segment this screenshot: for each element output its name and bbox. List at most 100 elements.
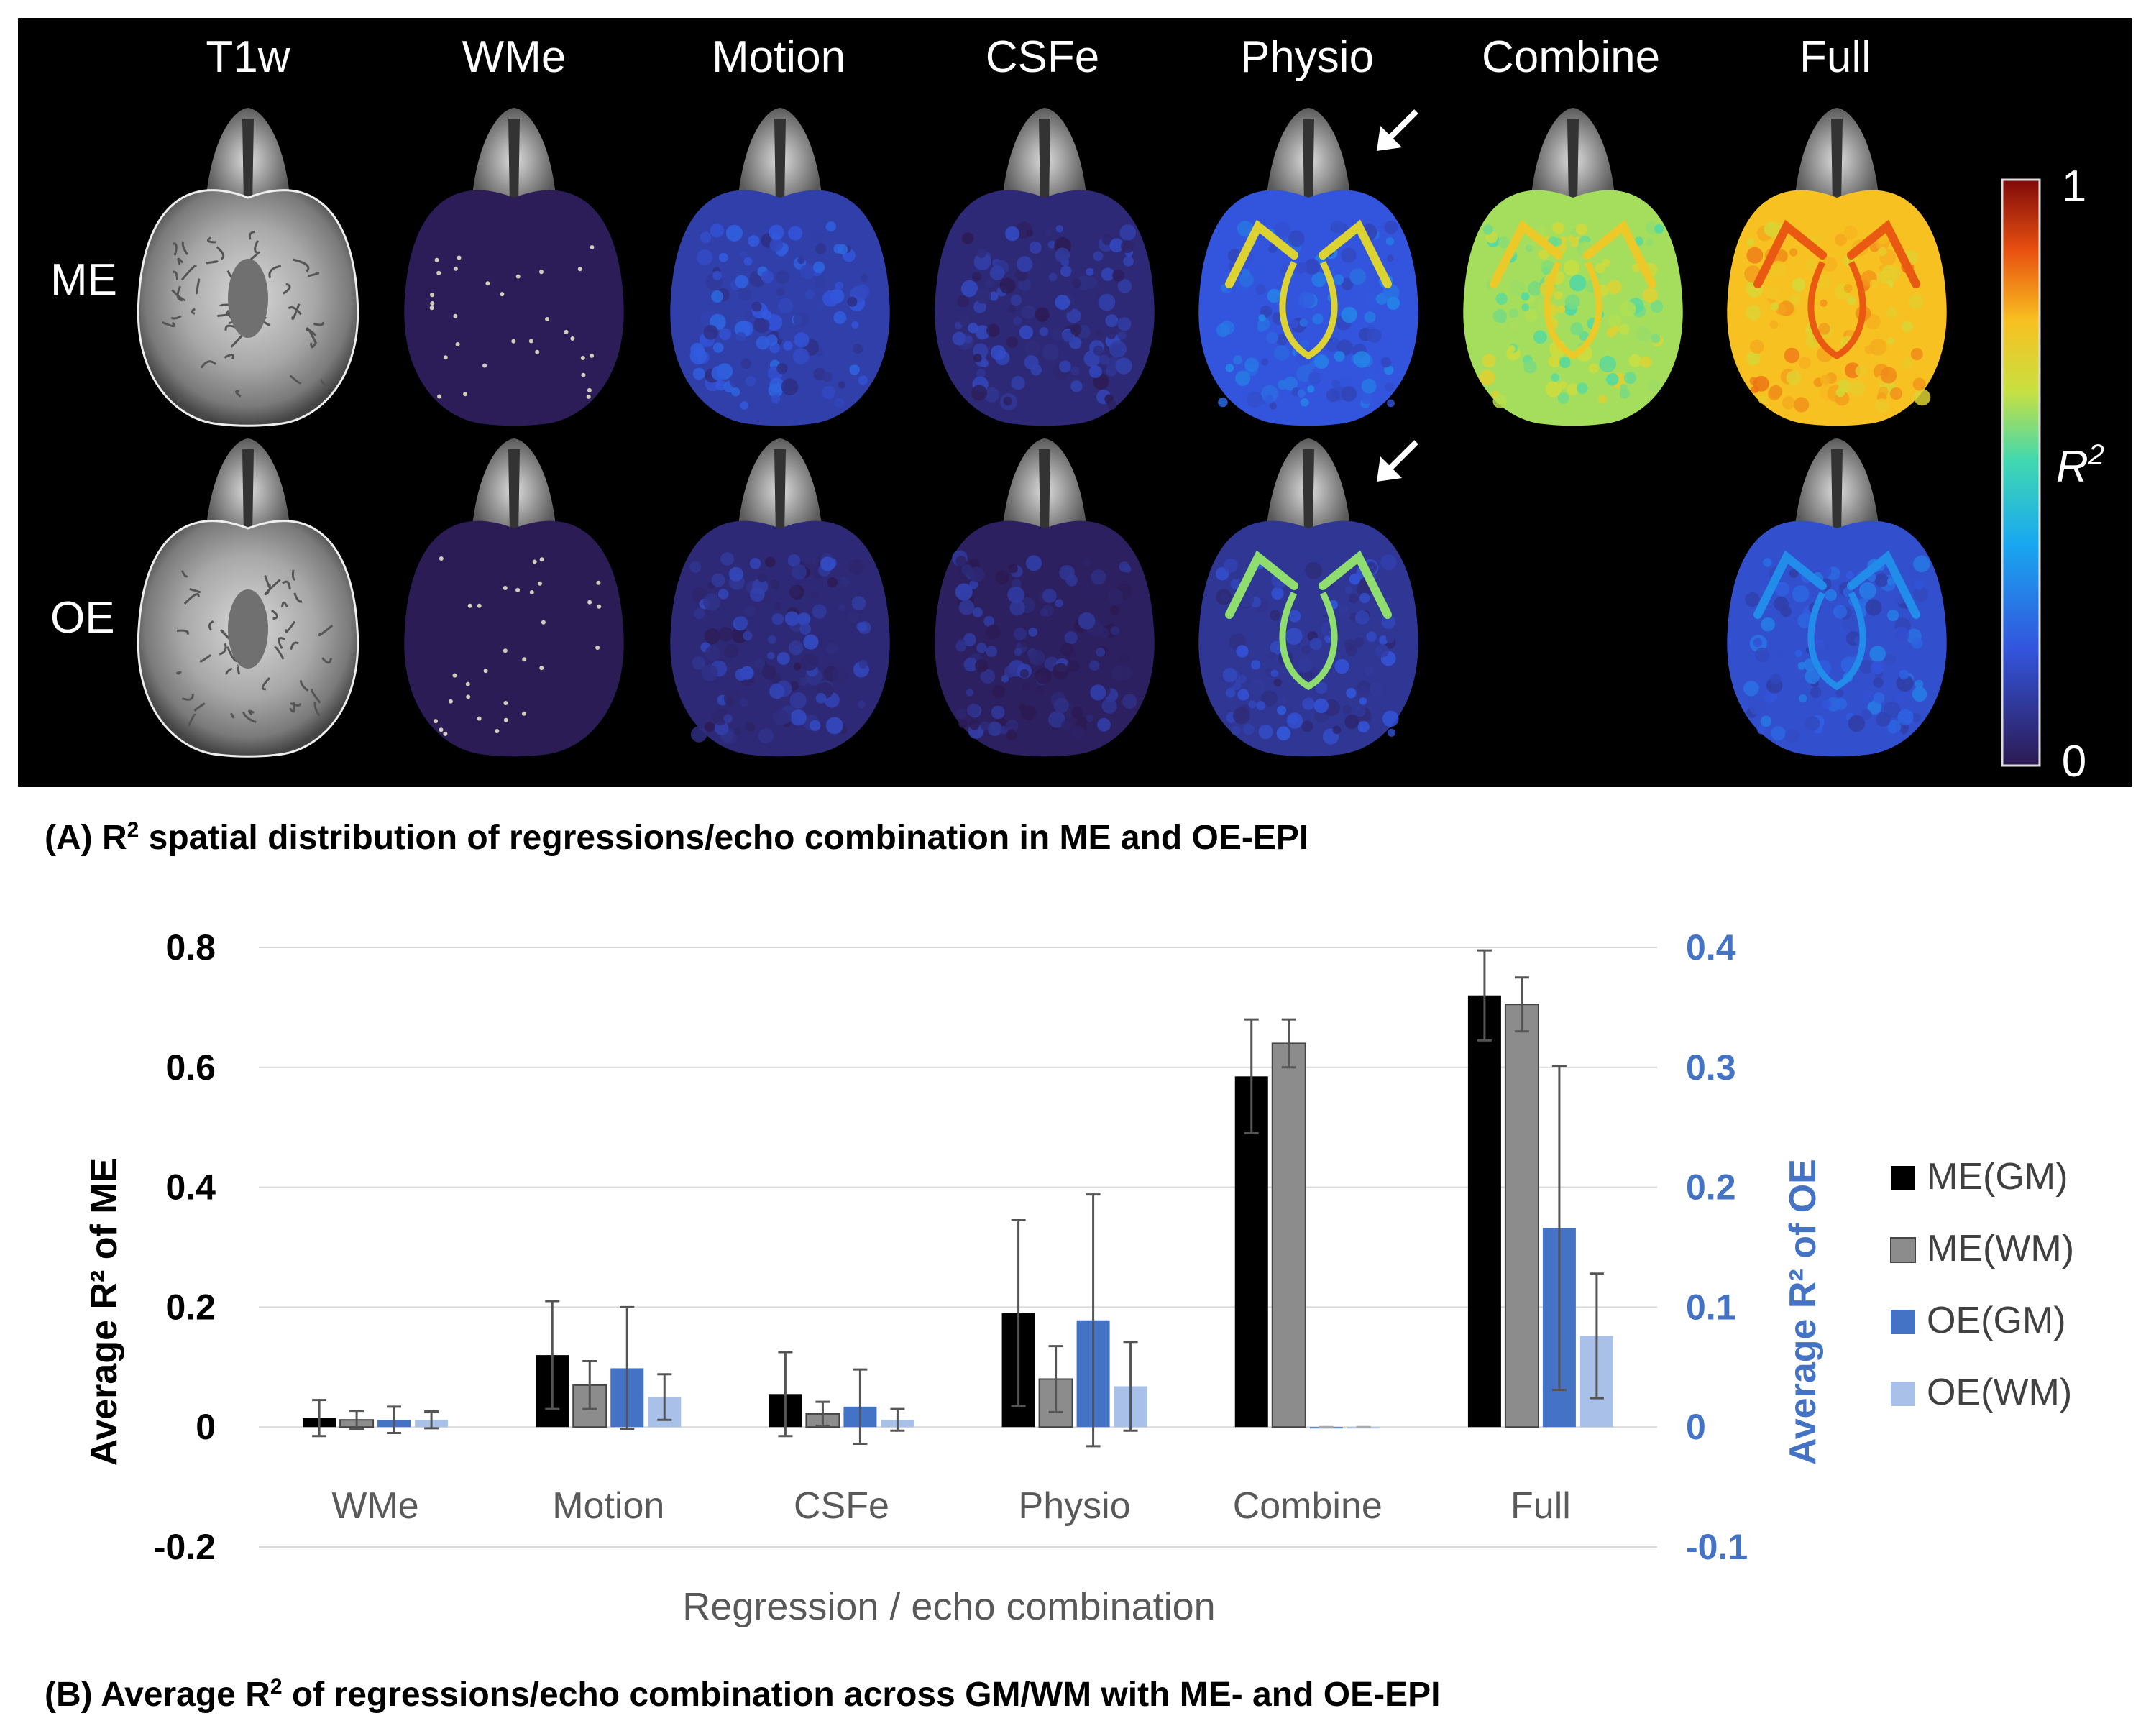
voxel [452,673,457,678]
voxel [1078,612,1096,630]
voxel [973,354,982,363]
voxel [1843,225,1858,240]
voxel [1356,686,1370,699]
voxel [749,558,761,569]
voxel [743,257,753,266]
voxel [827,577,838,588]
voxel [1332,725,1342,735]
voxel [1805,716,1820,732]
vessel-hotspot [1490,219,1656,288]
voxel [1756,577,1768,590]
row-label-me: ME [50,255,117,305]
voxel [689,561,702,573]
voxel [1880,367,1897,384]
voxel [989,265,1005,280]
voxel [485,281,490,286]
y-tick-label-left: -0.2 [154,1527,216,1567]
y-tick-label-left: 0.6 [165,1047,216,1088]
voxel [1794,397,1810,413]
voxel [1365,666,1375,676]
voxel [975,325,990,340]
voxel [1274,221,1290,238]
voxel [1003,396,1012,406]
midline-structure [1303,449,1314,536]
voxel [1792,277,1806,292]
voxel [735,616,748,630]
voxel [769,238,783,252]
voxel [1261,690,1278,707]
voxel [1755,647,1770,663]
voxel [1818,323,1830,335]
voxel [787,554,801,567]
voxel [834,398,845,408]
voxel [597,604,602,609]
voxel [595,646,600,650]
sulcus [288,306,302,316]
sulcus [181,694,194,701]
voxel [1654,224,1664,234]
voxel [529,590,534,594]
voxel [483,669,488,674]
voxel [1361,392,1374,404]
y-tick-label-right: 0.1 [1686,1287,1736,1327]
voxel [1117,331,1127,340]
voxel [1818,232,1828,242]
voxel [1009,600,1025,616]
voxel [740,358,752,369]
voxel [983,615,995,627]
voxel [1308,371,1321,385]
voxel [731,387,740,397]
voxel [1235,370,1251,386]
voxel [847,612,858,623]
voxel [750,335,758,344]
voxel [1862,690,1875,703]
sulcus [225,667,233,675]
voxel [1805,669,1820,684]
voxel [857,622,868,632]
voxel [466,694,471,699]
voxel [788,640,804,656]
voxel [1814,638,1825,650]
voxel [1246,391,1263,408]
column-label: Physio [1240,32,1374,82]
voxel [1064,631,1078,645]
voxel [1886,307,1898,318]
voxel [1101,267,1115,281]
voxel [961,564,973,577]
voxel [482,363,487,368]
y-tick-label-right: 0.4 [1686,927,1736,968]
voxel [710,224,724,238]
voxel [1914,580,1924,590]
voxel [1619,300,1636,318]
voxel [590,245,595,249]
voxel [1595,263,1605,274]
voxel [1302,697,1315,710]
voxel [1770,260,1787,278]
sulcus [170,315,182,320]
voxel [1267,288,1282,303]
voxel [1367,328,1382,344]
voxel [570,336,575,341]
voxel [1042,344,1060,361]
voxel [590,353,594,358]
voxel [712,270,723,280]
voxel [1122,694,1137,709]
voxel [586,394,591,399]
voxel [1258,314,1266,322]
r2-map-me-physio [1198,108,1418,426]
voxel [769,224,784,240]
voxel [541,620,546,625]
voxel [1105,314,1119,327]
sulcus [281,601,288,607]
voxel [1886,265,1901,280]
voxel [1636,326,1651,342]
voxel [1123,256,1134,267]
voxel [1816,275,1831,290]
voxel [1858,582,1876,600]
voxel [1869,279,1878,288]
voxel [1886,577,1895,586]
voxel [437,394,442,399]
voxel [1382,284,1400,301]
voxel [1525,244,1533,252]
voxel [1915,679,1924,689]
